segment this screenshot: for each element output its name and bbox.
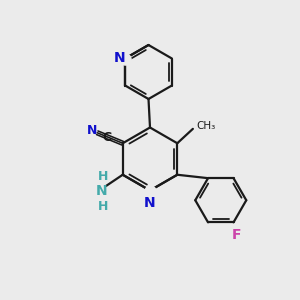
Text: N: N [96, 184, 107, 198]
Text: CH₃: CH₃ [196, 122, 216, 131]
Text: H: H [98, 200, 108, 213]
Text: H: H [98, 170, 108, 183]
Text: N: N [87, 124, 97, 137]
Text: F: F [232, 228, 241, 242]
Text: N: N [114, 51, 125, 65]
Text: C: C [102, 131, 111, 144]
Text: N: N [144, 196, 156, 210]
